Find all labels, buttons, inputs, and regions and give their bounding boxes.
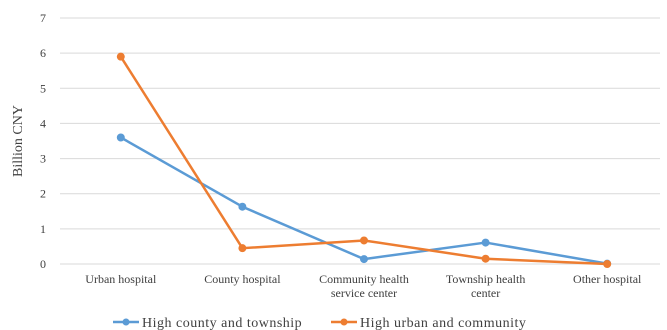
legend-item: High urban and community — [331, 316, 526, 330]
legend-swatch-marker — [122, 318, 130, 326]
data-point — [481, 254, 490, 263]
y-tick-label: 1 — [40, 222, 46, 236]
y-tick-label: 2 — [40, 187, 46, 201]
legend-swatch-marker — [340, 318, 348, 326]
data-point — [116, 133, 125, 142]
x-tick-label: County hospital — [204, 272, 281, 286]
legend-label: High urban and community — [360, 316, 526, 330]
data-point — [360, 255, 368, 264]
legend-item: High county and township — [113, 316, 302, 330]
data-point — [238, 202, 247, 211]
x-tick-label: Township health center — [446, 272, 525, 300]
y-tick-label: 5 — [40, 81, 46, 95]
x-tick-label: Other hospital — [573, 272, 642, 286]
legend-label: High county and township — [142, 316, 302, 330]
data-point — [116, 52, 125, 61]
y-tick-label: 3 — [40, 152, 46, 166]
x-tick-label: Community health service center — [319, 272, 409, 300]
y-axis-ticks: 0 1 2 3 4 5 6 7 — [40, 11, 46, 271]
data-point — [238, 244, 247, 253]
series-line — [120, 136, 608, 265]
gridlines — [60, 17, 660, 265]
y-tick-label: 7 — [40, 11, 46, 25]
y-tick-label: 6 — [40, 46, 46, 60]
x-axis-categories: Urban hospital County hospital Community h… — [85, 272, 642, 300]
series-line — [119, 55, 608, 266]
y-axis-label: Billion CNY — [11, 105, 26, 177]
series-2 — [116, 52, 612, 268]
y-tick-label: 4 — [40, 116, 46, 130]
legend: High county and township High urban and c… — [113, 316, 526, 330]
x-tick-label: Urban hospital — [85, 272, 157, 286]
series-lines — [116, 52, 612, 268]
y-tick-label: 0 — [40, 257, 46, 271]
data-point — [360, 236, 368, 245]
series-1 — [116, 133, 612, 268]
data-point — [603, 260, 612, 268]
data-point — [481, 238, 490, 247]
